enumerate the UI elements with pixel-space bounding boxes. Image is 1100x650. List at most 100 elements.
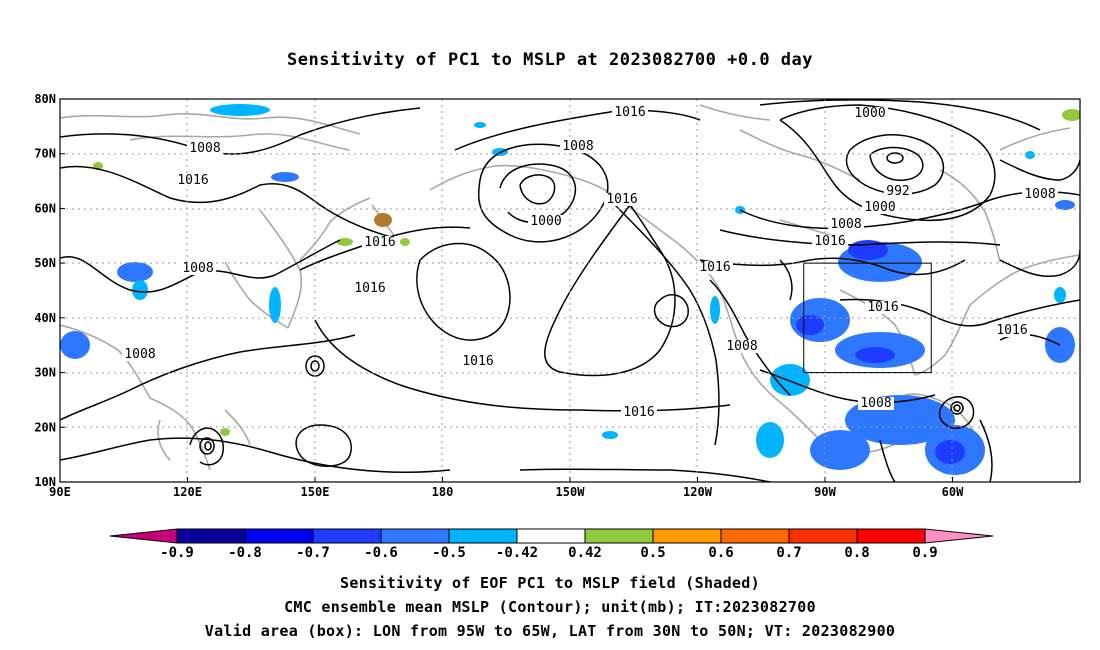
colorbar-label: 0.9 bbox=[912, 545, 937, 561]
contour-label: 1016 bbox=[623, 405, 654, 420]
colorbar-swatch bbox=[244, 528, 314, 544]
lat-label: 30N bbox=[34, 366, 56, 380]
contour-label-bg bbox=[604, 193, 640, 206]
contour-label-bg bbox=[862, 201, 898, 214]
longitude-labels: 90E 120E 150E 180 150W 120W 90W 60W bbox=[49, 477, 964, 499]
caption-line-1: Sensitivity of EOF PC1 to MSLP field (Sh… bbox=[340, 574, 760, 592]
lon-label: 120W bbox=[683, 485, 713, 499]
contour-label-bg bbox=[122, 348, 158, 361]
colorbar-label: 0.8 bbox=[844, 545, 869, 561]
contour-label-bg bbox=[858, 397, 894, 410]
contour-label: 1008 bbox=[124, 347, 155, 362]
lon-label: 180 bbox=[432, 485, 454, 499]
contour-label-bg bbox=[560, 140, 596, 153]
contour-label: 1016 bbox=[606, 192, 637, 207]
contour-label: 1008 bbox=[182, 261, 213, 276]
contour-label-bg bbox=[828, 218, 864, 231]
colorbar-label: 0.6 bbox=[708, 545, 733, 561]
contour-label-bg bbox=[175, 174, 211, 187]
contour-label: 1008 bbox=[726, 339, 757, 354]
contour-label-bg bbox=[812, 235, 848, 248]
colorbar-label: -0.42 bbox=[496, 545, 538, 561]
contour-label-bg bbox=[187, 142, 223, 155]
contour-labels: 1016100810001000100810161016100899210001… bbox=[122, 105, 1058, 420]
contour-label: 1016 bbox=[699, 260, 730, 275]
contour-label: 1016 bbox=[867, 300, 898, 315]
contour-label-bg bbox=[697, 261, 733, 274]
colorbar-swatch bbox=[516, 528, 586, 544]
lon-label: 90W bbox=[814, 485, 836, 499]
contour-label: 992 bbox=[886, 184, 909, 199]
lat-label: 10N bbox=[34, 475, 56, 489]
lat-label: 60N bbox=[34, 201, 56, 215]
contour-label-bg bbox=[994, 324, 1030, 337]
colorbar-swatch bbox=[176, 528, 246, 544]
contour-label-bg bbox=[852, 107, 888, 120]
colorbar-high-arrow bbox=[924, 528, 994, 544]
lon-label: 120E bbox=[173, 485, 202, 499]
lat-label: 20N bbox=[34, 420, 56, 434]
contour-label: 1016 bbox=[814, 234, 845, 249]
contour-label: 1016 bbox=[462, 354, 493, 369]
contour-label-bg bbox=[460, 355, 496, 368]
contour-label-bg bbox=[528, 215, 564, 228]
colorbar-swatch bbox=[788, 528, 858, 544]
caption-line-3: Valid area (box): LON from 95W to 65W, L… bbox=[204, 622, 896, 640]
contour-label-bg bbox=[352, 282, 388, 295]
colorbar-label: -0.8 bbox=[228, 545, 262, 561]
caption-line-2: CMC ensemble mean MSLP (Contour); unit(m… bbox=[284, 598, 816, 616]
contour-label: 1008 bbox=[830, 217, 861, 232]
contour-label: 1000 bbox=[864, 200, 895, 215]
colorbar bbox=[109, 528, 994, 544]
contour-label-bg bbox=[180, 262, 216, 275]
contour-label: 1016 bbox=[364, 235, 395, 250]
contour-label-bg bbox=[724, 340, 760, 353]
lat-label: 70N bbox=[34, 147, 56, 161]
contour-label: 1016 bbox=[354, 281, 385, 296]
colorbar-label: 0.7 bbox=[776, 545, 801, 561]
sensitivity-shading bbox=[60, 104, 1080, 475]
colorbar-low-arrow bbox=[109, 528, 178, 544]
lon-label: 150W bbox=[556, 485, 586, 499]
map-title: Sensitivity of PC1 to MSLP at 2023082700… bbox=[286, 50, 813, 70]
contour-label: 1008 bbox=[562, 139, 593, 154]
valid-area-box bbox=[803, 262, 932, 374]
contour-label: 1008 bbox=[189, 141, 220, 156]
colorbar-label: 0.42 bbox=[568, 545, 602, 561]
lat-label: 80N bbox=[34, 92, 56, 106]
colorbar-swatch bbox=[312, 528, 382, 544]
colorbar-labels: -0.9 -0.8 -0.7 -0.6 -0.5 -0.42 0.42 0.5 0.6 0.7 0.… bbox=[160, 545, 938, 561]
colorbar-swatch bbox=[584, 528, 654, 544]
colorbar-label: -0.5 bbox=[432, 545, 466, 561]
contour-label: 1000 bbox=[854, 106, 885, 121]
contour-label-bg bbox=[621, 406, 657, 419]
colorbar-swatch bbox=[720, 528, 790, 544]
colorbar-label: -0.6 bbox=[364, 545, 398, 561]
colorbar-swatch bbox=[448, 528, 518, 544]
lon-label: 150E bbox=[301, 485, 330, 499]
colorbar-label: -0.7 bbox=[296, 545, 330, 561]
lon-label: 90E bbox=[49, 485, 71, 499]
colorbar-label: -0.9 bbox=[160, 545, 194, 561]
contour-label: 1000 bbox=[530, 214, 561, 229]
contour-label: 1008 bbox=[1024, 187, 1055, 202]
colorbar-swatch bbox=[856, 528, 926, 544]
contour-label: 1016 bbox=[614, 105, 645, 120]
graticule bbox=[60, 99, 1080, 482]
contour-label-bg bbox=[865, 301, 901, 314]
contour-label-bg bbox=[884, 185, 912, 198]
contour-label: 1008 bbox=[860, 396, 891, 411]
contour-label: 1016 bbox=[996, 323, 1027, 338]
contour-label: 1016 bbox=[177, 173, 208, 188]
lat-label: 40N bbox=[34, 311, 56, 325]
lon-label: 60W bbox=[942, 485, 964, 499]
latitude-labels: 80N 70N 60N 50N 40N 30N 20N 10N bbox=[34, 92, 65, 489]
colorbar-swatch bbox=[380, 528, 450, 544]
lat-label: 50N bbox=[34, 256, 56, 270]
contour-label-bg bbox=[362, 236, 398, 249]
contour-label-bg bbox=[612, 106, 648, 119]
colorbar-label: 0.5 bbox=[640, 545, 665, 561]
contour-label-bg bbox=[1022, 188, 1058, 201]
colorbar-swatch bbox=[652, 528, 722, 544]
